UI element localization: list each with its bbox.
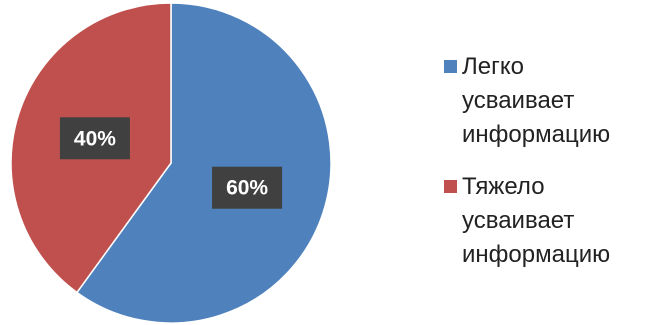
data-label-box (59, 117, 130, 160)
legend-item-easy: Легко усваивает информацию (440, 50, 655, 152)
data-label-text: 40% (74, 127, 116, 150)
data-label-text: 60% (226, 177, 268, 200)
pie-slice-easy (75, 2, 332, 324)
legend-swatch-hard (444, 180, 457, 193)
legend-item-hard: Тяжело усваивает информацию (440, 170, 655, 272)
data-label-box (212, 166, 283, 209)
data-label-hard: 40% (59, 117, 130, 160)
legend: Легко усваивает информацию Тяжело усваив… (440, 50, 655, 290)
legend-label-hard: Тяжело усваивает информацию (462, 173, 611, 268)
legend-swatch-easy (444, 60, 457, 73)
data-label-easy: 60% (212, 166, 283, 209)
legend-label-easy: Легко усваивает информацию (462, 53, 611, 148)
pie-slices (10, 2, 332, 324)
pie-data-labels: 60% 40% (59, 117, 283, 209)
